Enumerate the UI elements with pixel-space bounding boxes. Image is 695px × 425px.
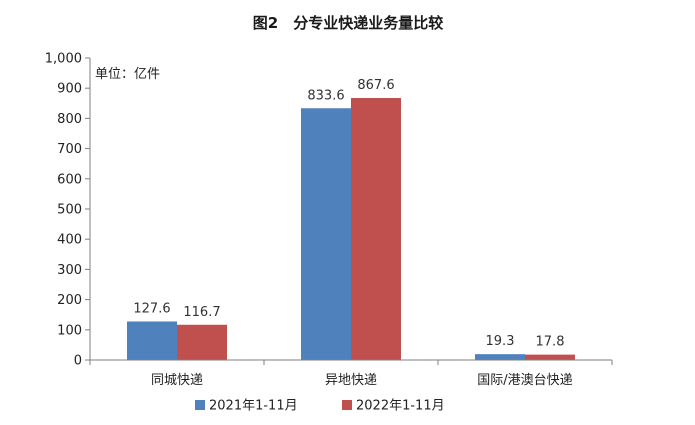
legend-label: 2021年1-11月 [209,399,298,414]
bars [127,97,575,360]
y-tick-label: 300 [57,263,82,278]
unit-label: 单位：亿件 [95,67,160,82]
y-tick-label: 200 [57,293,82,308]
bar [525,354,575,360]
y-tick-label: 400 [57,233,82,248]
data-labels: 127.6 116.7 833.6 867.6 19.3 17.8 [133,78,564,350]
chart-title: 图2 分专业快递业务量比较 [253,14,443,32]
y-tick-label: 800 [57,112,82,127]
y-tick-label: 700 [57,142,82,157]
bar [127,321,177,360]
legend: 2021年1-11月 2022年1-11月 [195,399,445,414]
data-label: 116.7 [183,305,220,320]
category-label: 同城快递 [151,373,203,388]
bar [351,97,401,360]
data-label: 867.6 [357,78,394,93]
bar [177,324,227,360]
category-labels: 同城快递 异地快递 国际/港澳台快递 [151,372,573,388]
legend-swatch [195,400,205,410]
y-axis-ticks: 0 100 200 300 400 500 600 700 800 900 1,000 [45,52,90,369]
legend-label: 2022年1-11月 [356,399,445,414]
y-tick-label: 900 [57,82,82,97]
category-label: 国际/港澳台快递 [477,372,572,388]
bar [301,108,351,360]
legend-swatch [342,400,352,410]
y-tick-label: 500 [57,203,82,218]
data-label: 17.8 [536,335,565,350]
y-tick-label: 100 [57,323,82,338]
category-label: 异地快递 [325,373,377,388]
data-label: 833.6 [307,88,344,103]
bar [475,354,525,360]
data-label: 127.6 [133,301,170,316]
y-tick-label: 0 [74,354,82,369]
x-axis-ticks [89,360,613,365]
y-tick-label: 1,000 [45,52,82,67]
data-label: 19.3 [486,334,515,349]
y-tick-label: 600 [57,172,82,187]
